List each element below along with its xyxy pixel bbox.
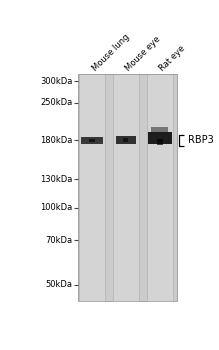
Text: 130kDa: 130kDa — [40, 175, 72, 184]
Text: 250kDa: 250kDa — [40, 98, 72, 107]
Text: 300kDa: 300kDa — [40, 77, 72, 86]
Bar — [116, 136, 136, 145]
Bar — [79, 74, 105, 301]
Text: Mouse lung: Mouse lung — [90, 32, 131, 73]
Text: Mouse eye: Mouse eye — [124, 34, 163, 73]
Text: 70kDa: 70kDa — [45, 236, 72, 245]
Text: 180kDa: 180kDa — [40, 136, 72, 145]
Bar — [123, 138, 128, 142]
Bar — [89, 139, 95, 142]
Bar — [148, 132, 172, 144]
Bar — [152, 127, 168, 133]
Text: 50kDa: 50kDa — [45, 280, 72, 289]
Bar — [78, 74, 177, 301]
Text: 100kDa: 100kDa — [40, 203, 72, 212]
Text: RBP3: RBP3 — [188, 135, 214, 145]
Bar — [81, 137, 103, 144]
Bar — [113, 74, 139, 301]
Bar — [157, 139, 163, 145]
Text: Rat eye: Rat eye — [158, 44, 187, 73]
Bar — [147, 74, 173, 301]
